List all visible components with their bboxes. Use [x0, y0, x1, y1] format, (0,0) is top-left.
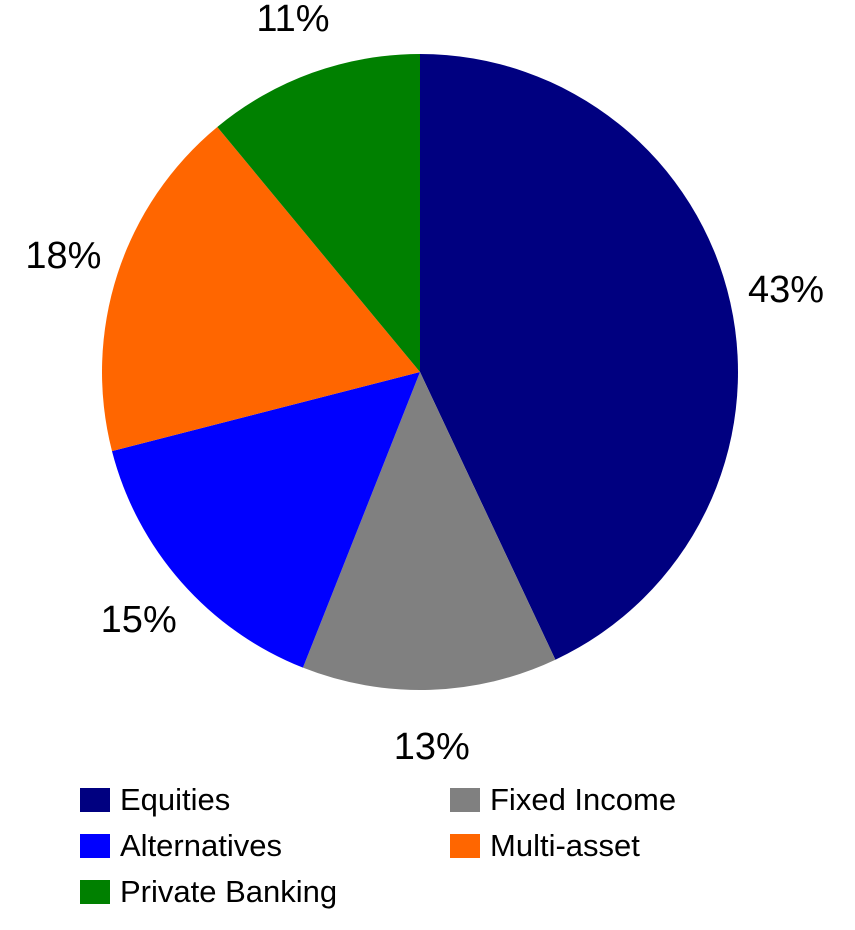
pie-slice-equities	[420, 54, 738, 660]
legend-swatch-alternatives	[80, 834, 110, 858]
slice-value-label-fixed-income: 13%	[394, 726, 470, 768]
slice-value-label-private-banking: 11%	[256, 0, 329, 40]
legend-swatch-multi-asset	[450, 834, 480, 858]
legend-label-alternatives: Alternatives	[120, 828, 282, 863]
slice-value-label-multi-asset: 18%	[25, 235, 101, 277]
legend-item-private-banking: Private Banking	[80, 872, 450, 912]
legend-label-private-banking: Private Banking	[120, 874, 338, 909]
legend-item-multi-asset: Multi-asset	[450, 826, 820, 866]
legend-label-fixed-income: Fixed Income	[490, 782, 677, 817]
legend-swatch-private-banking	[80, 880, 110, 904]
legend: Equities Fixed Income Alternatives Multi…	[80, 780, 820, 912]
pie-slice-multi-asset	[102, 126, 420, 452]
pie-slice-alternatives	[111, 372, 421, 668]
pie-chart: 43% 13% 15% 18% 11%	[25, 0, 824, 768]
pie-slice-private-banking	[217, 53, 420, 372]
pie-slice-fixed-income	[302, 372, 556, 690]
legend-swatch-fixed-income	[450, 788, 480, 812]
legend-item-alternatives: Alternatives	[80, 826, 450, 866]
legend-item-equities: Equities	[80, 780, 450, 820]
legend-label-equities: Equities	[120, 782, 231, 817]
legend-swatch-equities	[80, 788, 110, 812]
legend-item-fixed-income: Fixed Income	[450, 780, 820, 820]
slice-value-label-equities: 43%	[748, 269, 824, 311]
legend-label-multi-asset: Multi-asset	[490, 828, 640, 863]
slice-value-label-alternatives: 15%	[101, 599, 177, 641]
